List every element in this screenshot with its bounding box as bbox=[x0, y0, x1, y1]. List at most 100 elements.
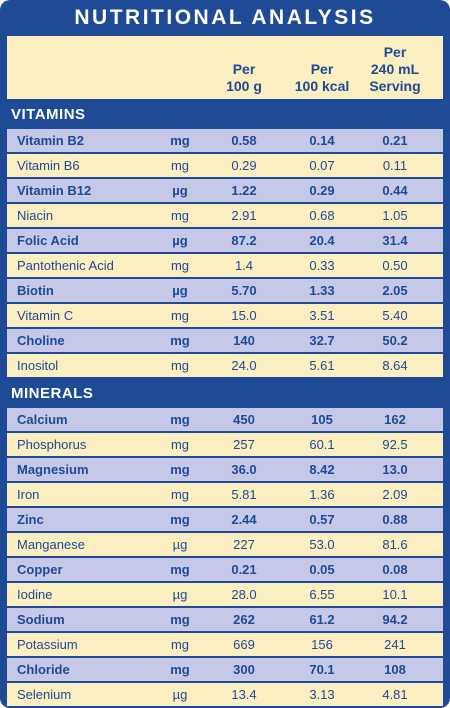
nutrient-name: Chloride bbox=[17, 662, 70, 677]
table-row: Sodium mg 262 61.2 94.2 bbox=[7, 608, 443, 631]
value-per-100kcal: 3.51 bbox=[309, 308, 335, 323]
nutrient-name: Iodine bbox=[17, 587, 53, 602]
value-per-100g: 24.0 bbox=[231, 358, 257, 373]
column-header-line: Per bbox=[383, 44, 407, 60]
value-per-100kcal: 53.0 bbox=[309, 537, 335, 552]
value-per-100kcal: 60.1 bbox=[309, 437, 335, 452]
nutrient-unit: µg bbox=[172, 283, 188, 298]
value-per-100kcal: 0.33 bbox=[309, 258, 335, 273]
column-header-per-100kcal: Per 100 kcal bbox=[277, 61, 367, 95]
value-per-100kcal: 105 bbox=[311, 412, 333, 427]
value-per-100kcal: 0.07 bbox=[309, 158, 335, 173]
value-per-serving: 0.21 bbox=[382, 133, 408, 148]
value-per-100kcal: 3.13 bbox=[309, 687, 335, 702]
value-per-100g: 1.4 bbox=[234, 258, 254, 273]
nutrient-name: Magnesium bbox=[17, 462, 89, 477]
value-per-100g: 5.70 bbox=[231, 283, 257, 298]
section-heading-minerals: MINERALS bbox=[11, 385, 94, 402]
table-row: Copper mg 0.21 0.05 0.08 bbox=[7, 558, 443, 581]
value-per-100g: 0.29 bbox=[231, 158, 257, 173]
value-per-serving: 8.64 bbox=[382, 358, 408, 373]
value-per-100g: 669 bbox=[233, 637, 255, 652]
nutrient-name: Pantothenic Acid bbox=[17, 258, 114, 273]
column-header-line: Serving bbox=[369, 78, 421, 94]
nutrient-unit: mg bbox=[170, 662, 190, 677]
table-row: Magnesium mg 36.0 8.42 13.0 bbox=[7, 458, 443, 481]
column-header: Per 100 g Per 100 kcal Per 240 mL Servin… bbox=[7, 36, 443, 99]
nutrient-name: Folic Acid bbox=[17, 233, 79, 248]
nutrient-unit: µg bbox=[172, 687, 188, 702]
value-per-serving: 0.08 bbox=[382, 562, 408, 577]
value-per-100g: 13.4 bbox=[231, 687, 257, 702]
table-row: Inositol mg 24.0 5.61 8.64 bbox=[7, 354, 443, 377]
nutrient-unit: mg bbox=[170, 512, 190, 527]
table-row: Vitamin B2 mg 0.58 0.14 0.21 bbox=[7, 129, 443, 152]
nutrient-name: Vitamin B12 bbox=[17, 183, 92, 198]
table-row: Selenium µg 13.4 3.13 4.81 bbox=[7, 683, 443, 706]
nutrient-unit: mg bbox=[170, 358, 190, 373]
nutrient-name: Vitamin C bbox=[17, 308, 74, 323]
nutrient-name: Sodium bbox=[17, 612, 65, 627]
nutrient-unit: µg bbox=[172, 537, 188, 552]
value-per-serving: 31.4 bbox=[382, 233, 408, 248]
value-per-100kcal: 70.1 bbox=[309, 662, 335, 677]
nutrient-unit: µg bbox=[172, 183, 188, 198]
table-row: Folic Acid µg 87.2 20.4 31.4 bbox=[7, 229, 443, 252]
nutrient-unit: mg bbox=[170, 333, 190, 348]
value-per-serving: 108 bbox=[384, 662, 406, 677]
column-header-line: Per bbox=[310, 61, 334, 77]
value-per-100kcal: 6.55 bbox=[309, 587, 335, 602]
nutrient-unit: mg bbox=[170, 437, 190, 452]
table-row: Biotin µg 5.70 1.33 2.05 bbox=[7, 279, 443, 302]
column-header-line: 100 kcal bbox=[294, 78, 350, 94]
value-per-serving: 10.1 bbox=[382, 587, 408, 602]
nutrient-unit: mg bbox=[170, 462, 190, 477]
value-per-serving: 94.2 bbox=[382, 612, 408, 627]
value-per-100kcal: 20.4 bbox=[309, 233, 335, 248]
nutrient-name: Selenium bbox=[17, 687, 72, 702]
value-per-100g: 300 bbox=[233, 662, 255, 677]
value-per-100kcal: 5.61 bbox=[309, 358, 335, 373]
value-per-100g: 2.44 bbox=[231, 512, 257, 527]
table-row: Calcium mg 450 105 162 bbox=[7, 408, 443, 431]
table-row: Pantothenic Acid mg 1.4 0.33 0.50 bbox=[7, 254, 443, 277]
table-row: Zinc mg 2.44 0.57 0.88 bbox=[7, 508, 443, 531]
value-per-serving: 162 bbox=[384, 412, 406, 427]
table-row: Iodine µg 28.0 6.55 10.1 bbox=[7, 583, 443, 606]
value-per-100g: 227 bbox=[233, 537, 255, 552]
table-row: Niacin mg 2.91 0.68 1.05 bbox=[7, 204, 443, 227]
value-per-100g: 87.2 bbox=[231, 233, 257, 248]
value-per-100g: 262 bbox=[233, 612, 255, 627]
value-per-100g: 1.22 bbox=[231, 183, 257, 198]
value-per-100g: 28.0 bbox=[231, 587, 257, 602]
nutrient-name: Phosphorus bbox=[17, 437, 87, 452]
value-per-serving: 2.05 bbox=[382, 283, 408, 298]
nutrient-unit: mg bbox=[170, 133, 190, 148]
nutrient-name: Iron bbox=[17, 487, 40, 502]
value-per-serving: 13.0 bbox=[382, 462, 408, 477]
nutrient-name: Potassium bbox=[17, 637, 78, 652]
nutrient-unit: mg bbox=[170, 208, 190, 223]
value-per-serving: 0.88 bbox=[382, 512, 408, 527]
value-per-100kcal: 8.42 bbox=[309, 462, 335, 477]
nutrient-name: Zinc bbox=[17, 512, 44, 527]
table-row: Iron mg 5.81 1.36 2.09 bbox=[7, 483, 443, 506]
value-per-100kcal: 0.57 bbox=[309, 512, 335, 527]
value-per-serving: 4.81 bbox=[382, 687, 408, 702]
nutrient-unit: mg bbox=[170, 412, 190, 427]
value-per-serving: 0.44 bbox=[382, 183, 408, 198]
column-header-line: 100 g bbox=[226, 78, 262, 94]
nutrient-unit: mg bbox=[170, 258, 190, 273]
nutrient-unit: µg bbox=[172, 233, 188, 248]
value-per-100kcal: 61.2 bbox=[309, 612, 335, 627]
column-header-line: Per bbox=[232, 61, 256, 77]
nutrient-name: Manganese bbox=[17, 537, 85, 552]
column-header-per-serving: Per 240 mL Serving bbox=[350, 44, 440, 95]
value-per-serving: 50.2 bbox=[382, 333, 408, 348]
table-row: Phosphorus mg 257 60.1 92.5 bbox=[7, 433, 443, 456]
table-row: Vitamin C mg 15.0 3.51 5.40 bbox=[7, 304, 443, 327]
value-per-100g: 257 bbox=[233, 437, 255, 452]
table-row: Choline mg 140 32.7 50.2 bbox=[7, 329, 443, 352]
nutrient-name: Choline bbox=[17, 333, 65, 348]
